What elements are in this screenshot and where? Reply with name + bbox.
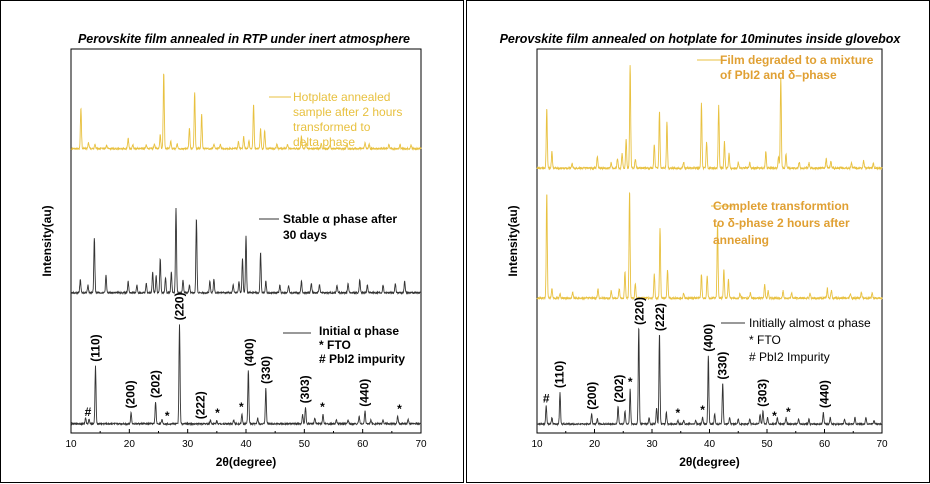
- x-axis-label: 2θ(degree): [679, 455, 740, 469]
- x-tick-label: 20: [589, 439, 601, 450]
- legend-entry-line: * FTO: [749, 333, 781, 347]
- miller-index-label: (200): [124, 380, 138, 408]
- legend-entry-line: Stable α phase after: [283, 212, 397, 226]
- x-tick-label: 10: [65, 439, 77, 450]
- legend-entry-line: # PbI2 impurity: [319, 352, 405, 366]
- x-tick-label: 50: [299, 439, 311, 450]
- left-chart-panel: Perovskite film annealed in RTP under in…: [0, 0, 464, 483]
- miller-index-label: (440): [818, 380, 832, 408]
- miller-index-label: (222): [194, 391, 208, 419]
- x-tick-label: 20: [124, 439, 136, 450]
- x-tick-label: 70: [876, 439, 888, 450]
- fto-marker: *: [786, 405, 791, 419]
- plot-frame: [536, 48, 883, 434]
- legend-entry-line: Initial α phase: [319, 324, 399, 338]
- fto-marker: *: [320, 400, 325, 414]
- miller-index-label: (222): [653, 303, 667, 331]
- miller-index-label: (200): [585, 382, 599, 410]
- miller-index-label: (330): [716, 352, 730, 380]
- series-line-2: [70, 207, 422, 296]
- fto-marker: *: [676, 406, 681, 420]
- x-tick-label: 30: [182, 439, 194, 450]
- x-tick-label: 30: [646, 439, 658, 450]
- x-tick-label: 40: [240, 439, 252, 450]
- miller-index-label: (400): [701, 324, 715, 352]
- legend-entry-line: transformed to: [293, 120, 371, 134]
- series-line-1: [70, 73, 422, 152]
- miller-index-label: (202): [149, 370, 163, 398]
- legend-entry-line: Hotplate annealed: [293, 90, 390, 104]
- x-tick-label: 60: [819, 439, 831, 450]
- legend-entry-line: Initially almost α phase: [749, 316, 871, 330]
- x-tick-label: 40: [704, 439, 716, 450]
- legend-entry-line: 30 days: [283, 228, 327, 242]
- legend-entry-line: annealing: [713, 233, 769, 247]
- series-line-3: [536, 327, 883, 427]
- miller-index-label: (330): [259, 356, 273, 384]
- legend-entry-line: of PbI2 and δ–phase: [720, 68, 837, 82]
- x-tick-label: 10: [531, 439, 543, 450]
- fto-marker: *: [215, 406, 220, 420]
- chart-title: Perovskite film annealed on hotplate for…: [500, 32, 902, 46]
- miller-index-label: (110): [552, 361, 566, 388]
- y-axis-label: Intensity(au): [506, 205, 520, 276]
- fto-marker: *: [772, 409, 777, 423]
- right-xrd-chart: Perovskite film annealed on hotplate for…: [500, 32, 902, 469]
- miller-index-label: (220): [173, 292, 187, 320]
- fto-marker: *: [700, 403, 705, 417]
- legend-entry-line: * FTO: [319, 338, 351, 352]
- pbi2-marker: #: [85, 405, 92, 419]
- x-axis-label: 2θ(degree): [216, 455, 277, 469]
- fto-marker: *: [628, 375, 633, 389]
- x-tick-label: 70: [415, 439, 427, 450]
- series-line-1: [536, 65, 883, 171]
- miller-index-label: (202): [612, 375, 626, 403]
- x-tick-label: 60: [357, 439, 369, 450]
- fto-marker: *: [239, 400, 244, 414]
- series-line-2: [536, 191, 883, 301]
- series-line-3: [70, 324, 422, 427]
- right-chart-panel: Perovskite film annealed on hotplate for…: [466, 0, 930, 483]
- fto-marker: *: [165, 409, 170, 423]
- miller-index-label: (110): [89, 334, 103, 361]
- y-axis-label: Intensity(au): [40, 205, 54, 276]
- legend-entry-line: to δ-phase 2 hours after: [713, 216, 850, 230]
- left-xrd-chart: Perovskite film annealed in RTP under in…: [40, 32, 427, 469]
- legend-entry-line: Complete transformtion: [713, 199, 849, 213]
- miller-index-label: (303): [298, 375, 312, 403]
- x-tick-label: 50: [761, 439, 773, 450]
- legend-entry-line: # PbI2 Impurity: [749, 350, 830, 364]
- chart-title: Perovskite film annealed in RTP under in…: [78, 32, 410, 46]
- miller-index-label: (303): [755, 379, 769, 407]
- legend-entry-line: delta phase: [293, 135, 355, 149]
- miller-index-label: (440): [357, 379, 371, 407]
- miller-index-label: (400): [243, 338, 257, 366]
- pbi2-marker: #: [543, 391, 550, 405]
- fto-marker: *: [397, 402, 402, 416]
- miller-index-label: (220): [632, 297, 646, 325]
- legend-entry-line: Film degraded to a mixture: [720, 53, 874, 67]
- legend-entry-line: sample after 2 hours: [293, 105, 402, 119]
